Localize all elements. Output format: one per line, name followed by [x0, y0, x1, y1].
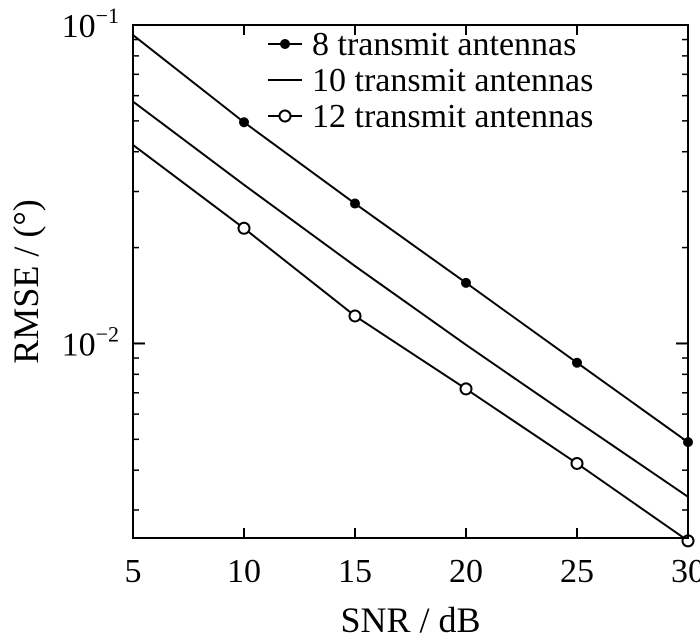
series-2	[132, 100, 689, 498]
legend-entry-2: 10 transmit antennas	[268, 62, 593, 99]
series-line	[132, 100, 689, 498]
x-tick-label: 5	[125, 553, 142, 590]
data-point	[237, 221, 251, 235]
x-tick-label: 20	[449, 553, 483, 590]
x-tick-label: 30	[671, 553, 700, 590]
data-point	[572, 357, 582, 368]
data-point	[459, 382, 473, 396]
data-point	[239, 117, 249, 128]
legend-entry-3: 12 transmit antennas	[268, 98, 593, 135]
legend-label: 10 transmit antennas	[312, 62, 593, 99]
plot-frame	[132, 24, 689, 539]
series-line	[132, 34, 689, 443]
legend-label: 8 transmit antennas	[312, 26, 576, 63]
series-layer	[132, 34, 695, 548]
legend-swatch-marker	[280, 39, 290, 49]
data-point	[570, 456, 584, 470]
x-tick-label: 15	[338, 553, 372, 590]
legend-swatch-marker	[278, 109, 292, 123]
y-tick-label: 10−1	[62, 3, 119, 45]
y-axis-title: RMSE / (°)	[6, 199, 46, 363]
series-3	[132, 144, 695, 548]
series-line	[132, 144, 689, 542]
x-axis-title: SNR / dB	[340, 600, 480, 640]
x-tick-label: 25	[560, 553, 594, 590]
y-tick-label: 10−2	[62, 321, 119, 363]
legend-entry-1: 8 transmit antennas	[268, 26, 576, 63]
x-tick-label: 10	[227, 553, 261, 590]
legend-label: 12 transmit antennas	[312, 98, 593, 135]
data-point	[348, 309, 362, 323]
data-point	[461, 277, 471, 288]
axis-layer: 5 10 15 20 25 30 10−1 10−2	[62, 3, 700, 590]
data-point	[350, 198, 360, 209]
